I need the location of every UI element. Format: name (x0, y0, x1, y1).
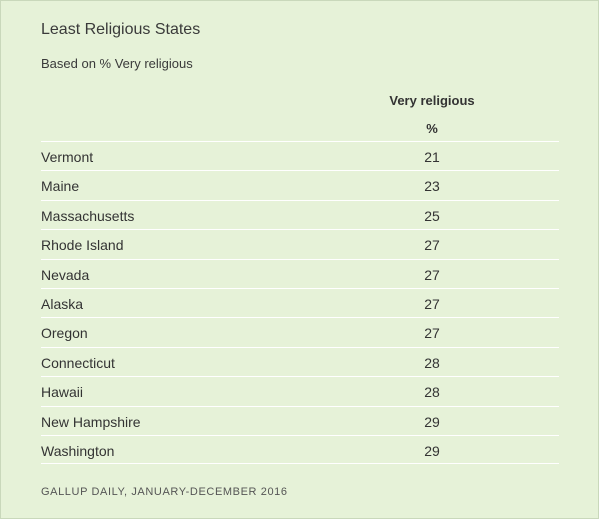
value-cell: 28 (424, 384, 440, 401)
table-row: New Hampshire 29 (41, 405, 559, 435)
value-cell: 21 (424, 149, 440, 165)
table-row: Nevada 27 (41, 258, 559, 288)
table-row: Vermont 21 (41, 141, 559, 170)
column-unit: % (426, 121, 438, 136)
state-label: Connecticut (41, 354, 115, 371)
chart-subtitle: Based on % Very religious (41, 56, 193, 71)
table-row: Massachusetts 25 (41, 199, 559, 229)
state-label: Nevada (41, 266, 90, 283)
table-row: Alaska 27 (41, 287, 559, 317)
value-cell: 27 (424, 325, 440, 342)
state-label: Vermont (41, 149, 94, 165)
state-label: Alaska (41, 295, 84, 312)
state-label: Hawaii (41, 384, 84, 401)
table-row: Connecticut 28 (41, 346, 559, 376)
value-cell: 25 (424, 207, 440, 224)
state-label: Massachusetts (41, 207, 135, 224)
state-label: New Hampshire (41, 413, 141, 430)
value-cell: 27 (424, 237, 440, 254)
table-row: Oregon 27 (41, 317, 559, 346)
table-body: Vermont 21 Maine 23 Massachusetts 25 Rhode Isl… (41, 141, 559, 465)
table-row: Hawaii 28 (41, 376, 559, 405)
source-note: GALLUP DAILY, JANUARY-DECEMBER 2016 (41, 486, 288, 498)
value-cell: 27 (424, 295, 440, 312)
state-label: Rhode Island (41, 237, 124, 254)
table-row: Washington 29 (41, 434, 559, 465)
value-cell: 28 (424, 354, 440, 371)
value-cell: 29 (424, 413, 440, 430)
column-header: Very religious (389, 93, 475, 108)
state-label: Oregon (41, 325, 88, 342)
value-cell: 27 (424, 266, 440, 283)
state-label: Washington (41, 442, 115, 459)
table-row: Rhode Island 27 (41, 229, 559, 258)
chart-title: Least Religious States (41, 21, 201, 38)
table-row: Maine 23 (41, 170, 559, 199)
value-cell: 29 (424, 442, 440, 459)
state-label: Maine (41, 178, 80, 195)
value-cell: 23 (424, 178, 440, 195)
